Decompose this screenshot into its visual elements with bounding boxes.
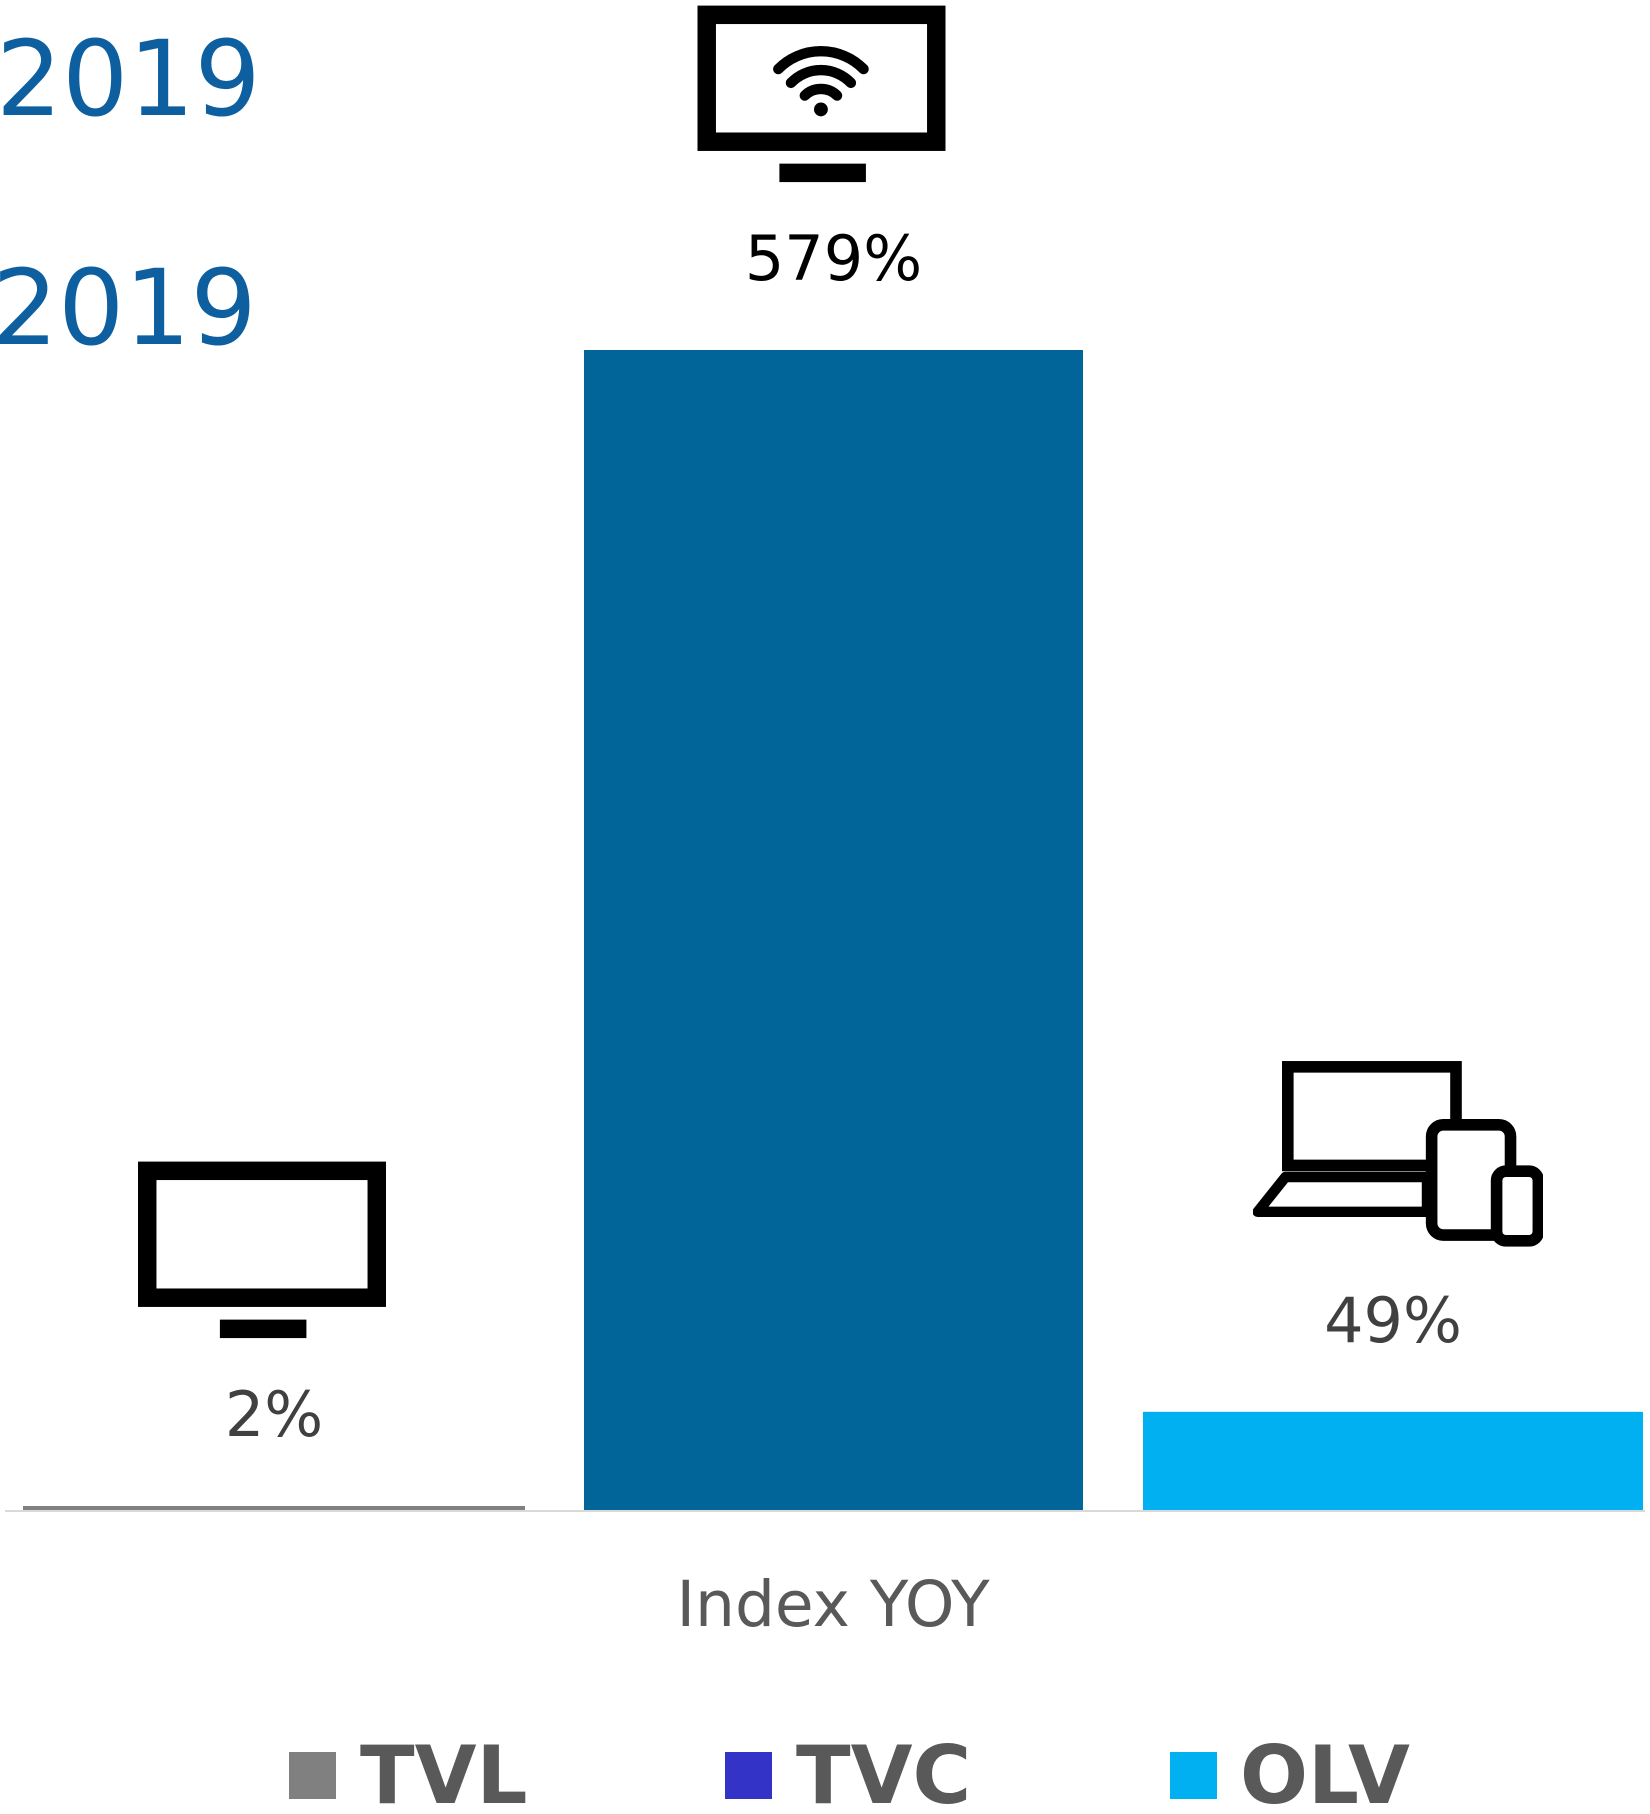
legend-swatch bbox=[725, 1752, 772, 1799]
icon bbox=[1258, 1067, 1539, 1241]
bar bbox=[23, 1505, 525, 1510]
legend-label: TVL bbox=[360, 1729, 527, 1814]
bar bbox=[584, 350, 1083, 1510]
data-label: 579% bbox=[745, 222, 922, 295]
icon bbox=[707, 15, 937, 182]
heading: 2019 bbox=[0, 18, 261, 140]
bar bbox=[1143, 1411, 1643, 1510]
legend-label: OLV bbox=[1240, 1729, 1410, 1814]
data-label: 49% bbox=[1324, 1284, 1462, 1357]
legend-swatch bbox=[289, 1752, 336, 1799]
legend-label: TVC bbox=[796, 1729, 971, 1814]
data-label: 2% bbox=[225, 1378, 323, 1451]
legend-swatch bbox=[1170, 1752, 1217, 1799]
heading: 2019 bbox=[0, 247, 257, 369]
icon bbox=[147, 1171, 377, 1338]
x-tick-label: Index YOY bbox=[676, 1568, 990, 1641]
